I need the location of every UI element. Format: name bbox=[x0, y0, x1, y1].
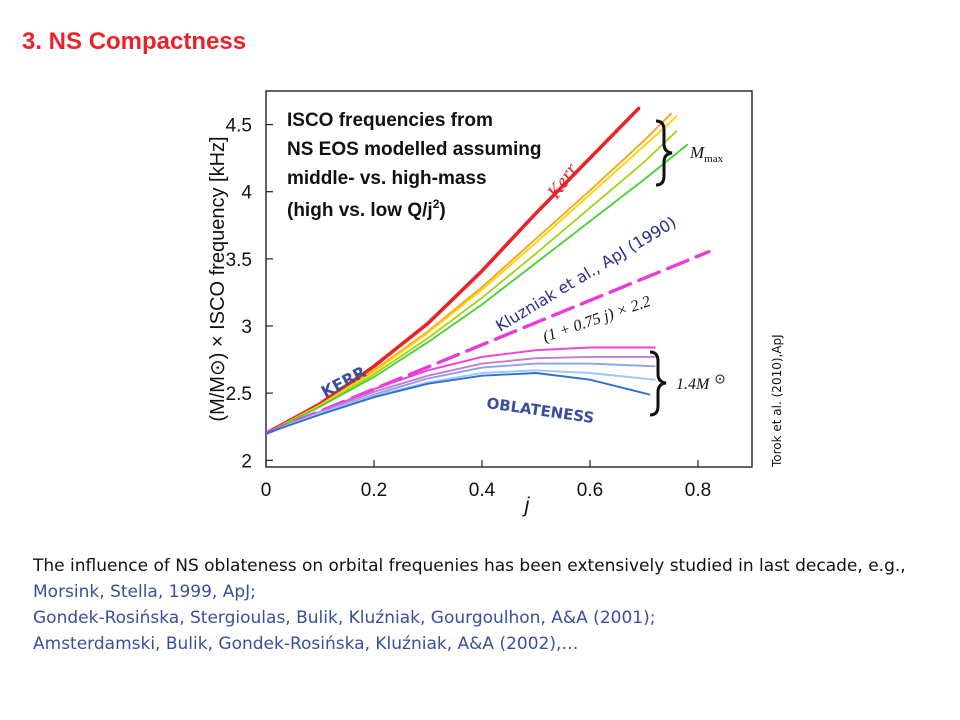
body-text: The influence of NS oblateness on orbita… bbox=[33, 553, 933, 657]
y-tick-label: 2 bbox=[241, 451, 252, 472]
y-tick-label: 4.5 bbox=[226, 116, 252, 137]
series-layer bbox=[266, 106, 711, 436]
sun-symbol-icon bbox=[715, 374, 725, 384]
x-axis-ticks: 0 0.2 0.4 0.6 0.8 bbox=[261, 460, 711, 501]
source-label: Torok et al. (2010),ApJ bbox=[770, 334, 784, 468]
mmax-label-main: M bbox=[689, 143, 705, 162]
series-line-3 bbox=[266, 115, 678, 435]
x-axis-label: j bbox=[522, 494, 531, 517]
annotation-line-1: ISCO frequencies from bbox=[287, 110, 493, 131]
mass-brace bbox=[649, 350, 667, 417]
annotation-line-4-main: (high vs. low Q/j bbox=[287, 200, 433, 221]
x-tick-label: 0.8 bbox=[685, 480, 711, 501]
reference-item: Gondek-Rosińska, Stergioulas, Bulik, Klu… bbox=[33, 608, 656, 628]
mmax-label-sub: max bbox=[704, 153, 723, 165]
x-tick-label: 0.4 bbox=[469, 480, 496, 501]
annotation-line-3: middle- vs. high-mass bbox=[287, 168, 487, 189]
annotation-line-4-close: ) bbox=[439, 200, 445, 221]
x-tick-label: 0.2 bbox=[361, 480, 387, 501]
x-tick-label: 0.6 bbox=[577, 480, 603, 501]
y-tick-label: 4 bbox=[241, 183, 252, 204]
x-tick-label: 0 bbox=[261, 480, 272, 501]
y-axis-ticks: 2 2.5 3 3.5 4 4.5 bbox=[226, 116, 273, 472]
slide-title: 3. NS Compactness bbox=[22, 28, 247, 55]
series-line-8 bbox=[266, 355, 656, 435]
annotation-line-4: (high vs. low Q/j2) bbox=[287, 197, 446, 221]
intro-paragraph: The influence of NS oblateness on orbita… bbox=[33, 556, 906, 576]
annotation-superscript: 2 bbox=[433, 197, 440, 211]
series-line-5 bbox=[266, 143, 689, 435]
reference-item: Morsink, Stella, 1999, ApJ; bbox=[33, 582, 256, 602]
mass-label: 1.4M bbox=[676, 376, 711, 393]
y-tick-label: 3.5 bbox=[226, 250, 252, 271]
mmax-brace bbox=[655, 119, 673, 187]
y-tick-label: 2.5 bbox=[226, 384, 252, 405]
y-axis-label: (M/M⊙) × ISCO frequency [kHz] bbox=[207, 136, 229, 421]
series-line-10 bbox=[266, 369, 656, 435]
mmax-label: Mmax bbox=[689, 143, 724, 165]
reference-item: Amsterdamski, Bulik, Gondek-Rosińska, Kl… bbox=[33, 634, 579, 654]
annotation-line-2: NS EOS modelled assuming bbox=[287, 139, 541, 160]
series-line-11 bbox=[266, 372, 651, 435]
y-tick-label: 3 bbox=[241, 317, 252, 338]
series-line-1 bbox=[266, 106, 641, 436]
